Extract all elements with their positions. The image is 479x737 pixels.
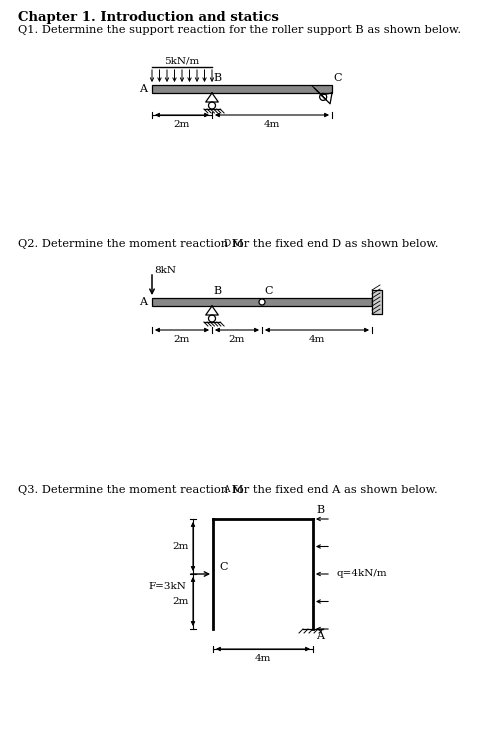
Text: C: C (264, 286, 273, 296)
Text: A: A (316, 631, 324, 641)
Text: 2m: 2m (174, 120, 190, 129)
Bar (152, 298, 372, 306)
Text: B: B (213, 73, 221, 83)
Text: for the fixed end A as shown below.: for the fixed end A as shown below. (229, 485, 438, 495)
Text: F=3kN: F=3kN (148, 582, 186, 591)
Text: Q1. Determine the support reaction for the roller support B as shown below.: Q1. Determine the support reaction for t… (18, 25, 461, 35)
Text: B: B (316, 505, 324, 515)
Text: A: A (139, 297, 147, 307)
Circle shape (259, 299, 265, 305)
Text: C: C (219, 562, 228, 572)
Text: 5kN/m: 5kN/m (164, 56, 200, 65)
Text: Chapter 1. Introduction and statics: Chapter 1. Introduction and statics (18, 11, 279, 24)
Bar (372, 290, 382, 314)
Text: 4m: 4m (309, 335, 325, 344)
Text: D: D (373, 297, 382, 307)
Text: q=4kN/m: q=4kN/m (337, 570, 388, 579)
Text: for the fixed end D as shown below.: for the fixed end D as shown below. (229, 239, 438, 249)
Text: 4m: 4m (255, 654, 271, 663)
Text: Q3. Determine the moment reaction M: Q3. Determine the moment reaction M (18, 485, 243, 495)
Text: 2m: 2m (172, 597, 189, 606)
Text: 4m: 4m (264, 120, 280, 129)
Text: 2m: 2m (172, 542, 189, 551)
Text: Q2. Determine the moment reaction M: Q2. Determine the moment reaction M (18, 239, 243, 249)
Text: 2m: 2m (229, 335, 245, 344)
Text: D: D (223, 239, 230, 248)
Text: A: A (223, 485, 229, 494)
Text: 2m: 2m (174, 335, 190, 344)
Text: A: A (139, 84, 147, 94)
Text: B: B (213, 286, 221, 296)
Text: 8kN: 8kN (154, 266, 176, 275)
Text: C: C (333, 73, 342, 83)
Bar (152, 85, 332, 93)
